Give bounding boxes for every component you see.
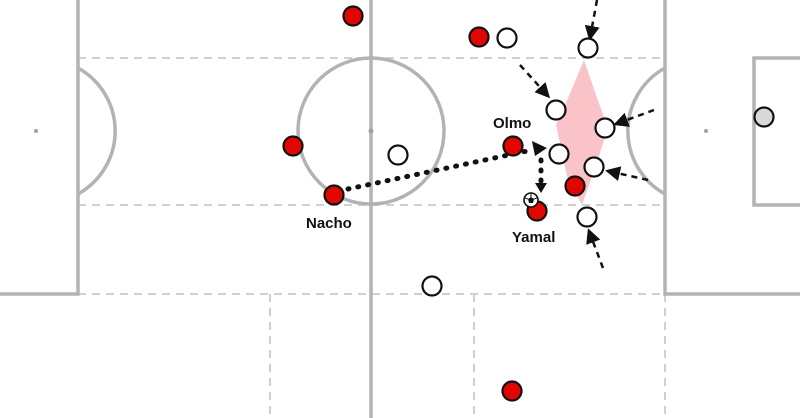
left-penalty-arc [77, 66, 117, 196]
player-marker [387, 144, 409, 166]
soccer-ball-icon [523, 192, 539, 208]
right-penalty-area [663, 0, 800, 296]
player-marker [583, 156, 605, 178]
player-marker [282, 135, 304, 157]
player-marker [468, 26, 490, 48]
press-arrow-right-low [605, 166, 649, 182]
pass-arrow-heads [532, 141, 547, 193]
player-marker [548, 143, 570, 165]
player-marker [576, 206, 598, 228]
player-marker [496, 27, 518, 49]
player-marker [342, 5, 364, 27]
player-label-nacho: Nacho [306, 215, 352, 232]
player-marker [594, 117, 616, 139]
pressing-arrows [519, 0, 655, 269]
pitch-spots [34, 128, 708, 134]
zone-highlight [556, 60, 608, 205]
pass-arrows [345, 147, 544, 192]
player-marker [545, 99, 567, 121]
player-marker [421, 275, 443, 297]
pass-arrow-nacho-olmo [345, 147, 535, 192]
centre-circle [296, 56, 446, 206]
left-penalty-area [0, 0, 80, 296]
white-team-players [387, 27, 616, 297]
player-label-yamal: Yamal [512, 229, 555, 246]
player-label-olmo: Olmo [493, 115, 531, 132]
goalkeeper-marker [753, 106, 775, 128]
pass-arrowhead-olmo [532, 141, 547, 156]
player-marker-olmo [502, 135, 524, 157]
right-penalty-arc [626, 66, 666, 196]
player-marker [501, 380, 523, 402]
red-team-players [282, 5, 586, 402]
player-marker [577, 37, 599, 59]
pass-arrowhead-yamal [535, 183, 547, 193]
right-goal-area [752, 56, 800, 207]
press-arrow-left [519, 64, 551, 99]
player-marker [564, 175, 586, 197]
player-marker-nacho [323, 184, 345, 206]
press-arrow-right [613, 108, 655, 127]
zone-lines [78, 57, 666, 418]
